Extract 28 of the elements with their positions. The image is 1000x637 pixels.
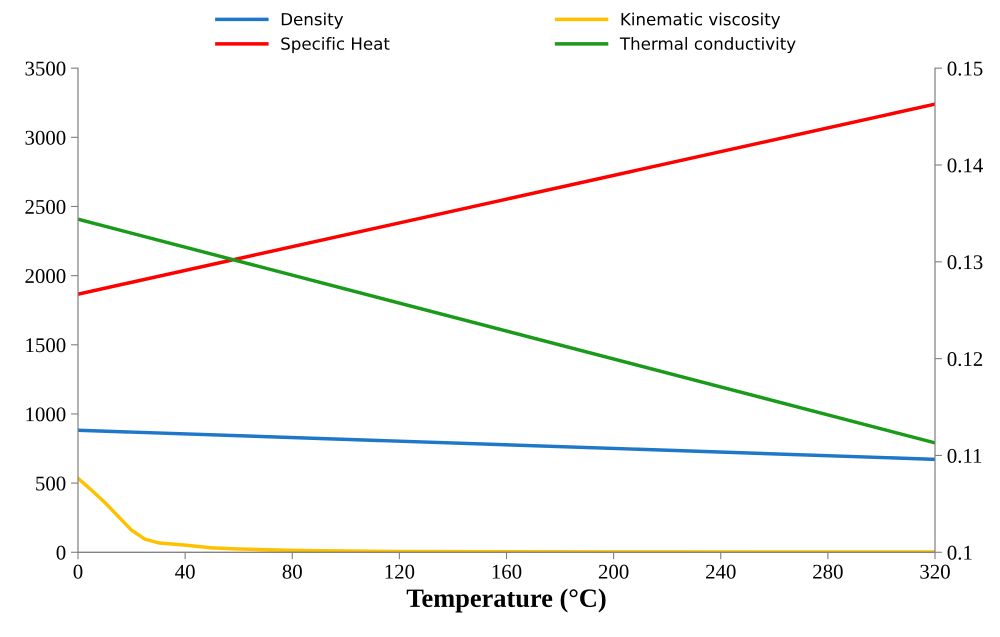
legend-label: Specific Heat [281, 37, 390, 54]
x-tick-label: 80 [282, 564, 302, 579]
y-tick-label: 2000 [25, 269, 66, 284]
legend-label: Thermal conductivity [620, 37, 796, 54]
x-tick-label: 280 [813, 564, 843, 579]
y-tick-label: 1000 [26, 407, 66, 422]
y2-tick-label: 0.1 [948, 546, 972, 560]
x-tick-label: 160 [492, 564, 522, 579]
legend-label: Density [282, 12, 344, 29]
x-tick-label: 120 [386, 564, 414, 579]
y-tick-label: 1500 [26, 338, 66, 352]
x-tick-label: 40 [175, 564, 195, 579]
x-tick-label: 240 [706, 564, 736, 579]
y-tick-label: 3500 [26, 62, 66, 76]
x-tick-label: 200 [598, 564, 628, 579]
legend-label: Kinematic viscosity [622, 12, 780, 29]
x-axis-title: Temperature (°C) [406, 588, 606, 612]
y2-tick-label: 0.14 [948, 158, 983, 173]
y-tick-label: 0 [56, 546, 66, 560]
y-tick-label: 500 [36, 476, 66, 491]
y-tick-label: 2500 [25, 200, 66, 214]
y-tick-label: 3000 [26, 130, 66, 145]
x-tick-label: 0 [74, 564, 82, 579]
y2-tick-label: 0.12 [948, 352, 982, 366]
y2-tick-label: 0.13 [948, 255, 982, 270]
y2-tick-label: 0.15 [948, 62, 982, 76]
y2-tick-label: 0.11 [948, 448, 982, 463]
x-tick-label: 320 [920, 564, 950, 579]
